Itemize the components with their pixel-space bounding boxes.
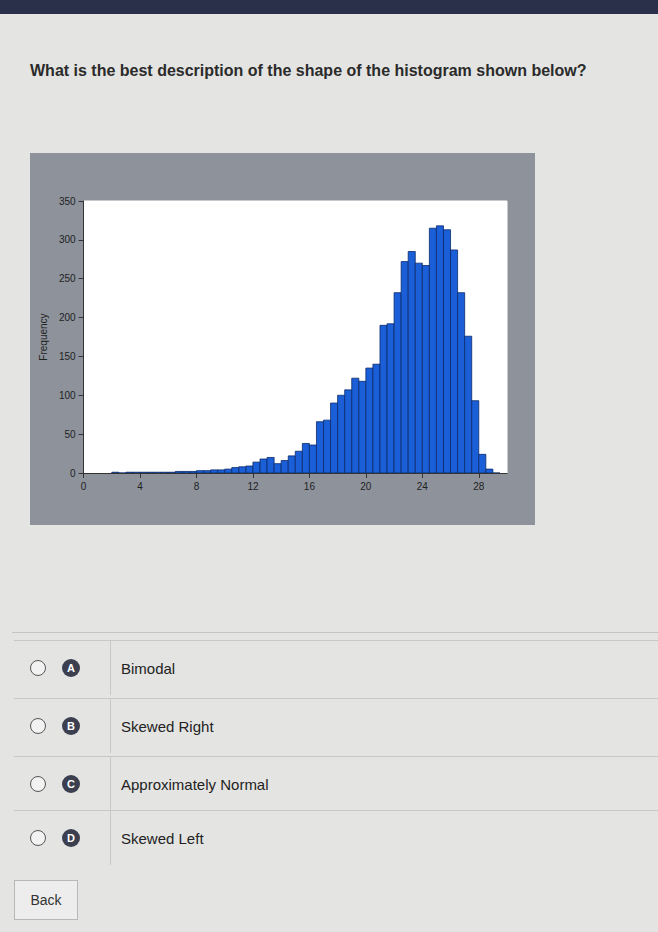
svg-text:Frequency: Frequency	[38, 313, 49, 360]
svg-text:28: 28	[473, 481, 485, 492]
svg-text:250: 250	[59, 273, 76, 284]
html-text:Skewed Right: Skewed Right	[121, 717, 214, 735]
html-text:Skewed Left: Skewed Left	[121, 829, 204, 847]
svg-text:4: 4	[137, 481, 143, 492]
html-text:D: D	[67, 832, 75, 844]
svg-text:0: 0	[70, 468, 76, 479]
svg-text:300: 300	[59, 234, 76, 245]
html-text:Bimodal: Bimodal	[121, 659, 176, 677]
html-text:What is the best description o: What is the best description of the shap…	[30, 62, 587, 79]
html-text:C: C	[67, 778, 75, 790]
html-text:B: B	[67, 720, 75, 732]
svg-text:20: 20	[360, 481, 372, 492]
svg-text:100: 100	[59, 390, 76, 401]
svg-text:50: 50	[64, 429, 76, 440]
svg-text:0: 0	[81, 481, 87, 492]
svg-text:150: 150	[59, 351, 76, 362]
html-text:Back: Back	[30, 892, 62, 908]
svg-text:8: 8	[194, 481, 200, 492]
svg-text:200: 200	[59, 312, 76, 323]
svg-text:16: 16	[304, 481, 316, 492]
svg-text:350: 350	[59, 196, 76, 207]
html-text:A: A	[67, 662, 75, 674]
svg-text:24: 24	[417, 481, 429, 492]
svg-text:12: 12	[247, 481, 259, 492]
html-text:Approximately Normal: Approximately Normal	[121, 775, 269, 793]
